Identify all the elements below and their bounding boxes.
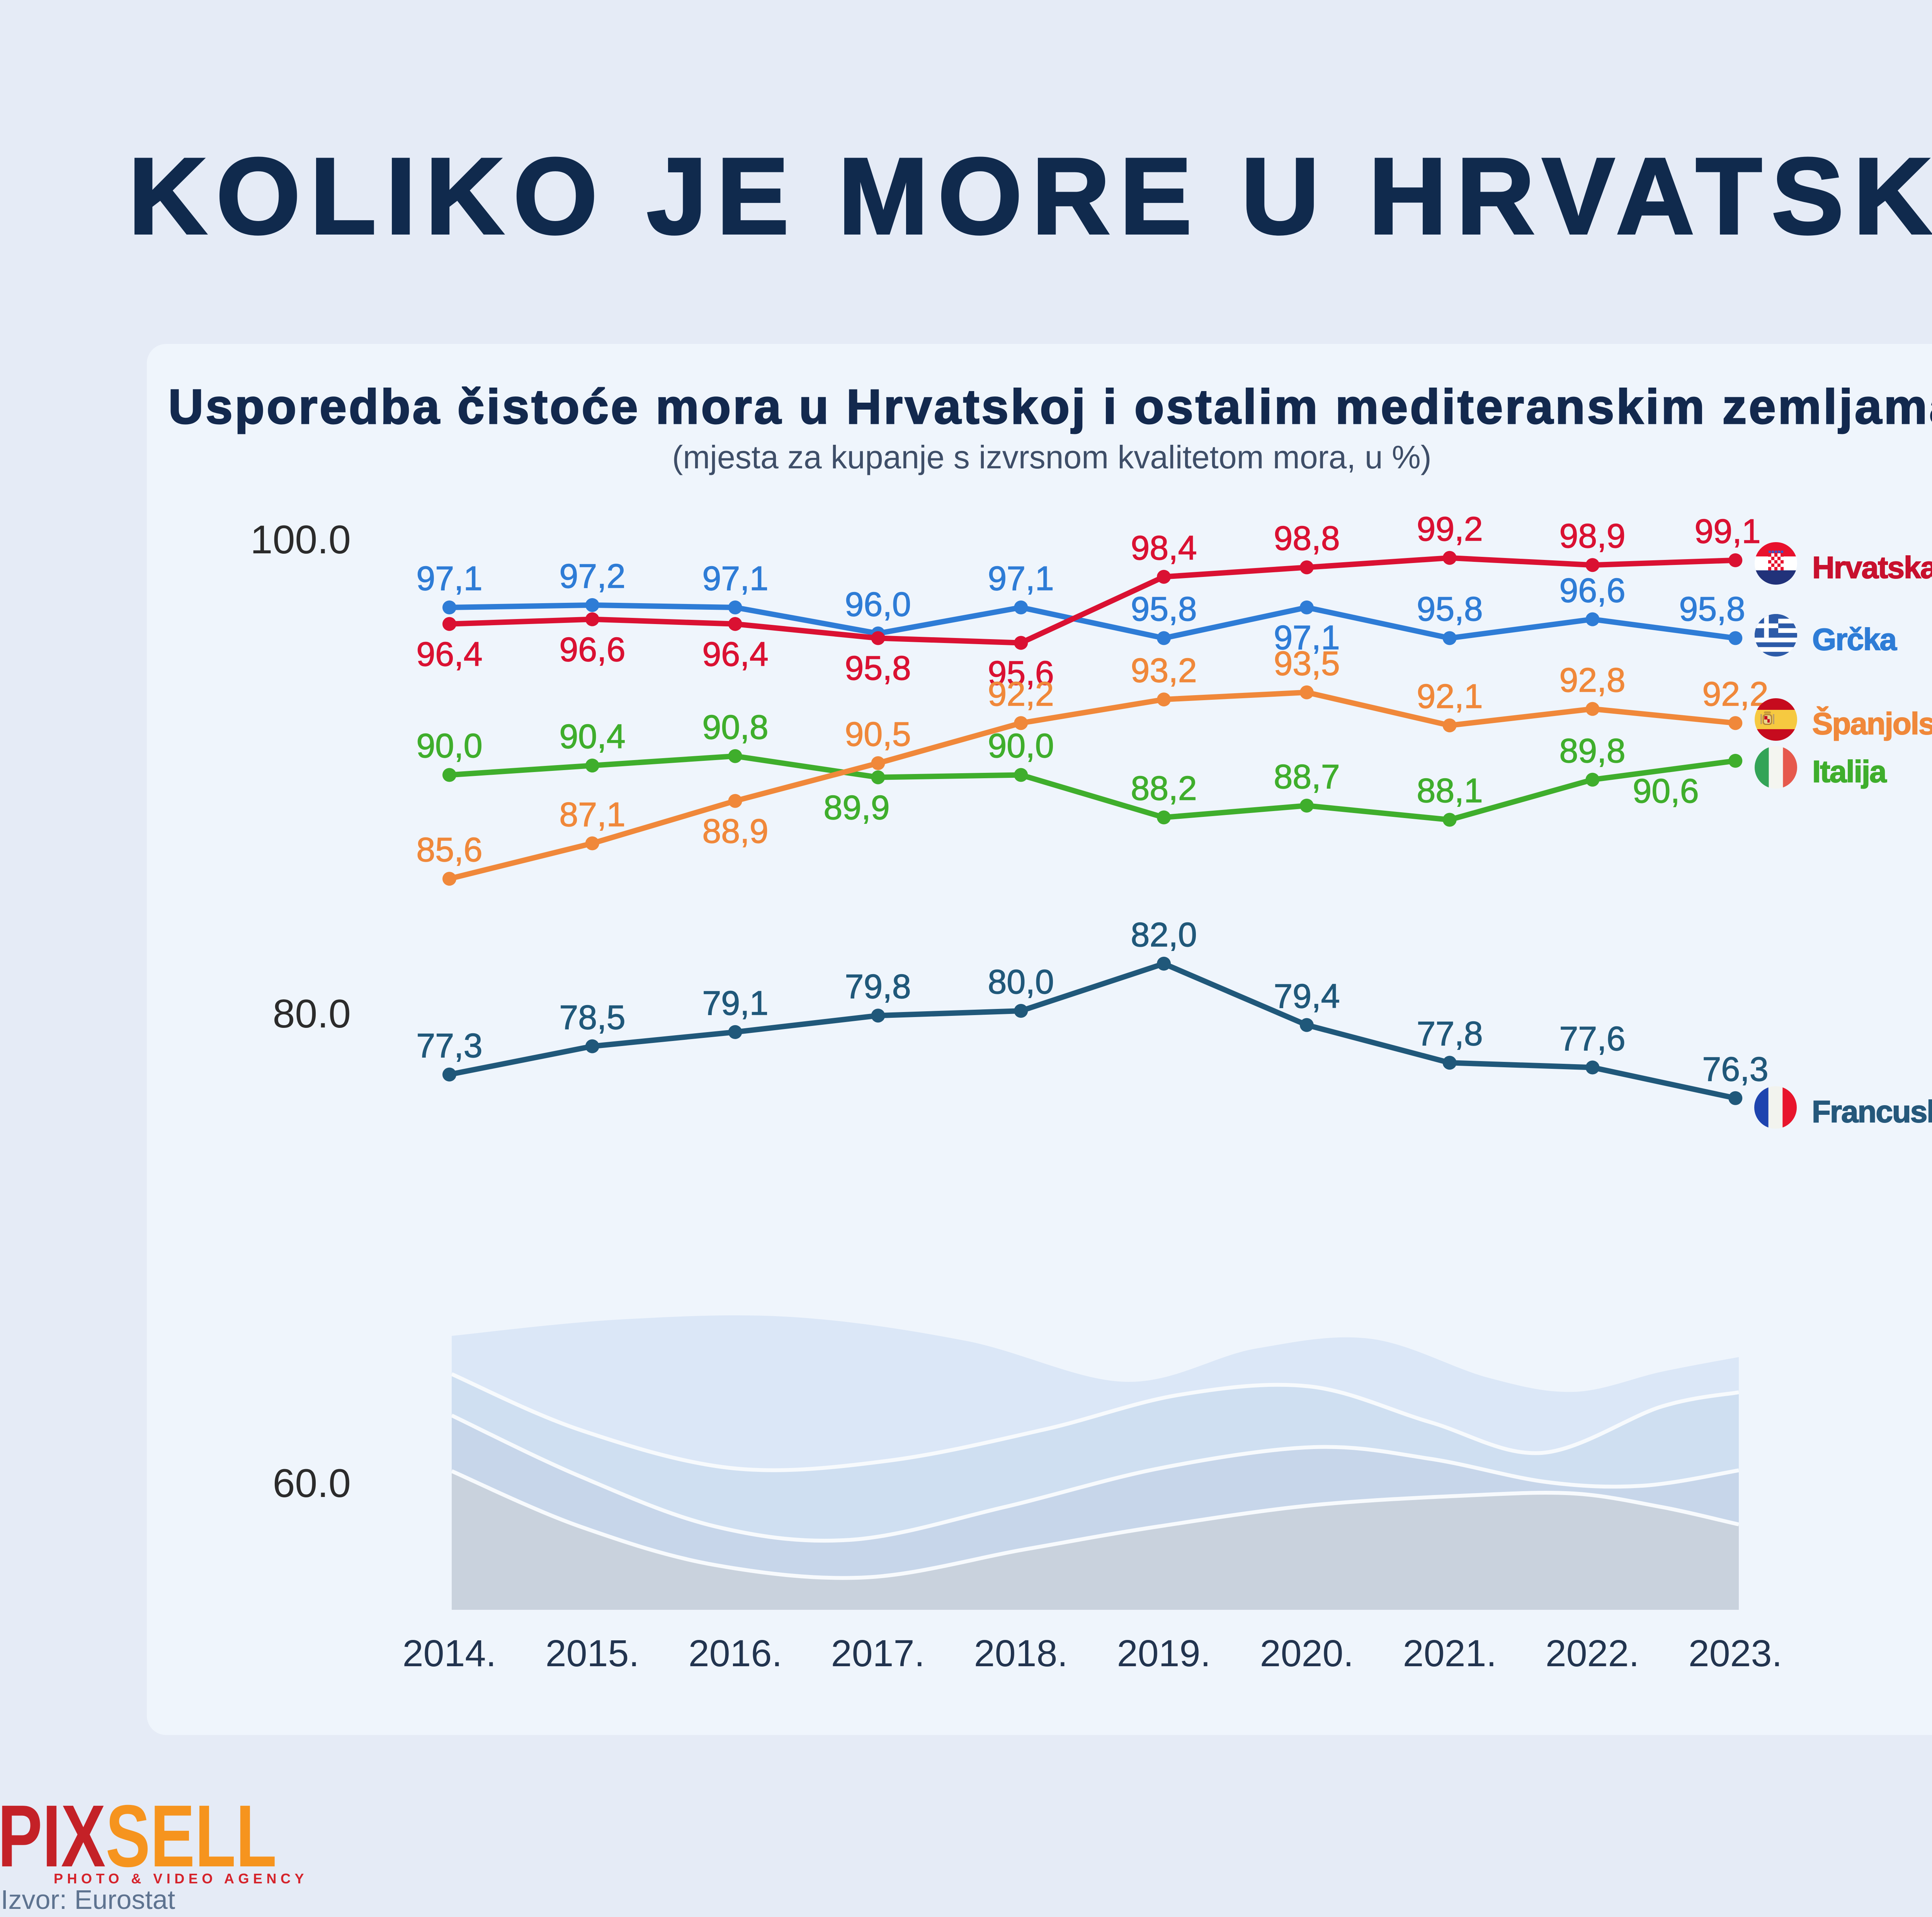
svg-text:90,4: 90,4	[559, 717, 625, 755]
svg-text:89,8: 89,8	[1559, 731, 1625, 770]
svg-text:90,0: 90,0	[988, 726, 1054, 765]
svg-text:88,7: 88,7	[1274, 757, 1340, 796]
svg-text:PIXSELL: PIXSELL	[0, 1787, 277, 1885]
svg-text:97,2: 97,2	[559, 557, 625, 595]
svg-text:Grčka: Grčka	[1812, 622, 1897, 657]
svg-text:Italija: Italija	[1812, 754, 1887, 789]
svg-text:2021.: 2021.	[1403, 1632, 1497, 1674]
svg-text:2018.: 2018.	[974, 1632, 1068, 1674]
svg-text:60.0: 60.0	[273, 1461, 351, 1506]
svg-text:2016.: 2016.	[689, 1632, 782, 1674]
svg-text:97,1: 97,1	[416, 559, 482, 597]
svg-text:Usporedba čistoće mora u Hrvat: Usporedba čistoće mora u Hrvatskoj i ost…	[168, 379, 1932, 434]
svg-text:96,4: 96,4	[702, 635, 768, 673]
svg-text:Izvor: Eurostat: Izvor: Eurostat	[1, 1885, 175, 1915]
svg-text:92,8: 92,8	[1559, 661, 1625, 699]
svg-text:76,3: 76,3	[1702, 1050, 1768, 1088]
svg-text:98,9: 98,9	[1559, 517, 1625, 555]
svg-text:Hrvatska: Hrvatska	[1812, 550, 1932, 585]
svg-text:79,4: 79,4	[1274, 977, 1340, 1015]
svg-text:90,5: 90,5	[845, 715, 911, 753]
svg-text:95,8: 95,8	[1679, 590, 1745, 628]
svg-text:2020.: 2020.	[1260, 1632, 1354, 1674]
svg-text:99,1: 99,1	[1694, 512, 1760, 550]
svg-text:79,8: 79,8	[845, 967, 911, 1005]
svg-text:77,8: 77,8	[1417, 1014, 1483, 1053]
svg-text:88,2: 88,2	[1131, 769, 1197, 807]
svg-text:89,9: 89,9	[823, 788, 889, 827]
svg-text:95,6: 95,6	[988, 654, 1054, 692]
svg-text:96,4: 96,4	[416, 635, 482, 673]
svg-text:2023.: 2023.	[1689, 1632, 1782, 1674]
svg-text:2015.: 2015.	[546, 1632, 639, 1674]
svg-text:85,6: 85,6	[416, 830, 482, 869]
svg-text:96,0: 96,0	[845, 585, 911, 623]
svg-text:78,5: 78,5	[559, 998, 625, 1036]
svg-text:80,0: 80,0	[988, 963, 1054, 1001]
svg-text:97,1: 97,1	[702, 559, 768, 597]
svg-text:Španjolska: Španjolska	[1812, 706, 1932, 741]
svg-text:95,8: 95,8	[845, 649, 911, 687]
svg-text:82,0: 82,0	[1131, 915, 1197, 954]
svg-text:99,2: 99,2	[1417, 510, 1483, 548]
svg-text:93,5: 93,5	[1274, 644, 1340, 682]
svg-text:100.0: 100.0	[250, 517, 351, 562]
svg-text:90,8: 90,8	[702, 708, 768, 746]
svg-text:2017.: 2017.	[831, 1632, 925, 1674]
svg-text:97,1: 97,1	[1274, 618, 1340, 657]
svg-text:92,2: 92,2	[1702, 675, 1768, 713]
svg-text:2019.: 2019.	[1117, 1632, 1211, 1674]
svg-text:93,2: 93,2	[1131, 651, 1197, 689]
svg-text:98,8: 98,8	[1274, 519, 1340, 557]
svg-text:95,8: 95,8	[1131, 590, 1197, 628]
svg-text:96,6: 96,6	[559, 630, 625, 668]
svg-text:98,4: 98,4	[1131, 529, 1197, 567]
svg-text:97,1: 97,1	[988, 559, 1054, 597]
svg-text:88,9: 88,9	[702, 812, 768, 850]
svg-text:KOLIKO JE MORE U HRVATSKOJ ČIS: KOLIKO JE MORE U HRVATSKOJ ČISTO?	[128, 135, 1932, 257]
svg-text:87,1: 87,1	[559, 795, 625, 833]
svg-text:95,8: 95,8	[1417, 590, 1483, 628]
svg-text:96,6: 96,6	[1559, 571, 1625, 609]
svg-text:80.0: 80.0	[273, 992, 351, 1036]
svg-text:88,1: 88,1	[1417, 771, 1483, 810]
svg-text:(mjesta za kupanje s izvrsnom: (mjesta za kupanje s izvrsnom kvalitetom…	[672, 439, 1431, 475]
svg-text:92,2: 92,2	[988, 675, 1054, 713]
svg-text:2022.: 2022.	[1546, 1632, 1639, 1674]
svg-text:90,6: 90,6	[1633, 772, 1699, 810]
svg-text:77,3: 77,3	[416, 1026, 482, 1065]
svg-text:2014.: 2014.	[403, 1632, 497, 1674]
svg-text:79,1: 79,1	[702, 984, 768, 1022]
svg-text:Francuska: Francuska	[1812, 1094, 1932, 1129]
svg-text:92,1: 92,1	[1417, 677, 1483, 715]
svg-text:PHOTO & VIDEO AGENCY: PHOTO & VIDEO AGENCY	[54, 1871, 308, 1886]
svg-text:90,0: 90,0	[416, 726, 482, 765]
svg-text:77,6: 77,6	[1559, 1019, 1625, 1058]
